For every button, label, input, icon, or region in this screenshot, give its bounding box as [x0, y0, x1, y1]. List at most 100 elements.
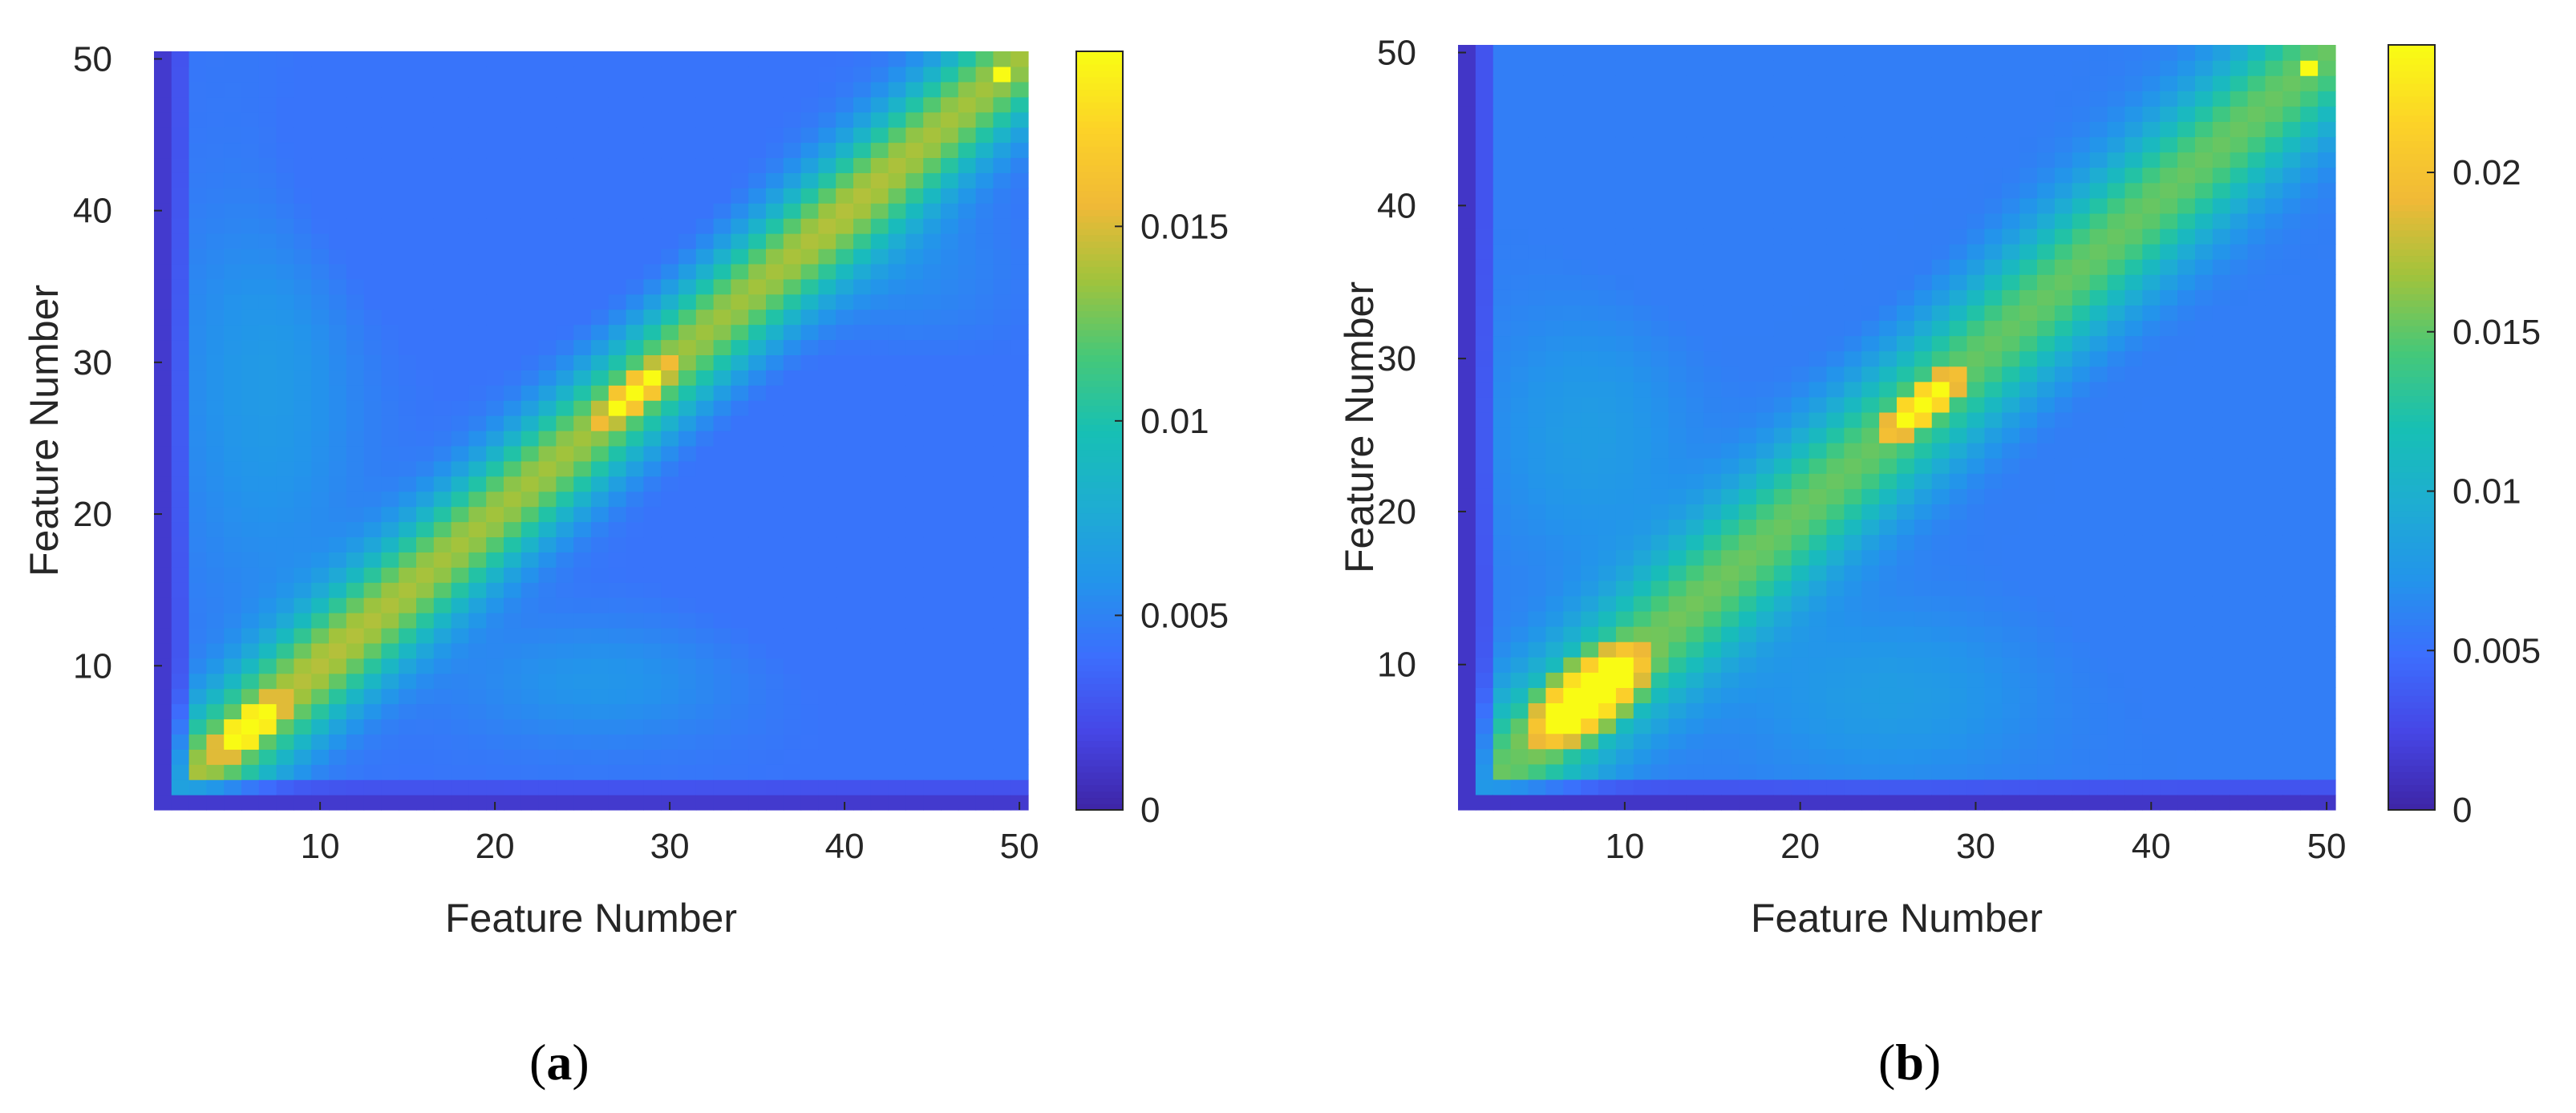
heatmap-cell — [783, 536, 802, 552]
heatmap-cell — [766, 795, 784, 811]
heatmap-cell — [1686, 718, 1704, 735]
heatmap-cell — [1897, 244, 1915, 260]
heatmap-cell — [748, 582, 767, 598]
heatmap-cell — [573, 96, 592, 113]
heatmap-cell — [1808, 259, 1828, 275]
heatmap-cell — [975, 613, 994, 629]
heatmap-cell — [1528, 779, 1546, 795]
heatmap-cell — [416, 370, 435, 386]
heatmap-cell — [2019, 60, 2038, 76]
heatmap-cell — [1949, 60, 1968, 76]
heatmap-cell — [853, 96, 872, 113]
colorbar-swatch — [1076, 582, 1123, 589]
heatmap-cell — [2107, 91, 2126, 107]
heatmap-cell — [1808, 396, 1828, 413]
heatmap-cell — [504, 278, 522, 295]
heatmap-cell — [2212, 565, 2231, 581]
heatmap-cell — [2194, 396, 2213, 413]
heatmap-cell — [1826, 427, 1845, 443]
heatmap-cell — [486, 324, 504, 341]
heatmap-cell — [363, 188, 382, 204]
heatmap-cell — [923, 476, 942, 492]
heatmap-cell — [853, 400, 872, 416]
heatmap-cell — [346, 764, 365, 780]
heatmap-cell — [2230, 657, 2249, 673]
heatmap-cell — [888, 218, 906, 234]
heatmap-cell — [171, 263, 190, 280]
heatmap-cell — [1633, 458, 1652, 474]
heatmap-cell — [206, 51, 225, 67]
heatmap-cell — [2247, 152, 2266, 168]
heatmap-cell — [853, 567, 872, 583]
heatmap-cell — [538, 157, 557, 173]
heatmap-cell — [538, 415, 557, 431]
heatmap-cell — [678, 431, 697, 447]
heatmap-cell — [1633, 443, 1652, 459]
heatmap-cell — [941, 491, 959, 508]
heatmap-cell — [363, 779, 382, 795]
heatmap-cell — [1791, 152, 1810, 168]
heatmap-cell — [2142, 259, 2161, 275]
heatmap-cell — [1651, 228, 1670, 245]
heatmap-cell — [2142, 580, 2161, 597]
heatmap-cell — [836, 142, 854, 159]
heatmap-cell — [1861, 443, 1880, 459]
heatmap-cell — [1949, 763, 1968, 780]
heatmap-cell — [2265, 167, 2283, 184]
heatmap-cell — [573, 188, 592, 204]
heatmap-cell — [608, 703, 627, 720]
heatmap-cell — [2107, 197, 2126, 214]
heatmap-cell — [2212, 91, 2231, 107]
heatmap-cell — [2072, 152, 2091, 168]
heatmap-cell — [329, 764, 347, 780]
heatmap-cell — [1493, 167, 1512, 184]
heatmap-cell — [416, 96, 435, 113]
heatmap-cell — [556, 642, 574, 659]
heatmap-cell — [1528, 305, 1546, 322]
heatmap-cell — [1563, 733, 1582, 750]
heatmap-cell — [958, 81, 977, 98]
heatmap-cell — [1897, 580, 1915, 597]
heatmap-cell — [923, 460, 942, 477]
heatmap-cell — [258, 385, 277, 401]
heatmap-cell — [888, 476, 906, 492]
heatmap-cell — [1879, 488, 1898, 504]
heatmap-cell — [748, 613, 767, 629]
heatmap-cell — [2230, 350, 2249, 367]
colorbar-swatch — [1076, 266, 1123, 273]
heatmap-cell — [556, 673, 574, 690]
heatmap-cell — [1598, 718, 1617, 735]
heatmap-cell — [1756, 626, 1775, 642]
heatmap-cell — [346, 460, 365, 477]
heatmap-cell — [468, 567, 487, 583]
heatmap-cell — [433, 188, 452, 204]
heatmap-cell — [2054, 91, 2073, 107]
heatmap-cell — [556, 536, 574, 552]
heatmap-cell — [416, 400, 435, 416]
heatmap-cell — [2230, 641, 2249, 658]
heatmap-cell — [1914, 305, 1933, 322]
heatmap-cell — [1651, 687, 1670, 704]
heatmap-cell — [591, 203, 610, 219]
heatmap-cell — [1510, 320, 1529, 337]
heatmap-cell — [538, 506, 557, 523]
heatmap-cell — [1545, 534, 1564, 551]
heatmap-cell — [1739, 779, 1757, 795]
heatmap-cell — [1861, 60, 1880, 76]
heatmap-cell — [958, 51, 977, 67]
heatmap-cell — [2054, 473, 2073, 489]
heatmap-cell — [2037, 289, 2056, 306]
heatmap-cell — [1475, 259, 1494, 275]
heatmap-cell — [905, 536, 924, 552]
heatmap-cell — [311, 476, 330, 492]
heatmap-cell — [888, 460, 906, 477]
heatmap-cell — [626, 278, 644, 295]
heatmap-cell — [748, 96, 767, 113]
heatmap-cell — [573, 718, 592, 735]
heatmap-cell — [1668, 366, 1687, 382]
heatmap-cell — [433, 248, 452, 265]
heatmap-cell — [363, 400, 382, 416]
heatmap-cell — [2124, 60, 2143, 76]
heatmap-cell — [399, 613, 417, 629]
heatmap-cell — [783, 734, 802, 750]
